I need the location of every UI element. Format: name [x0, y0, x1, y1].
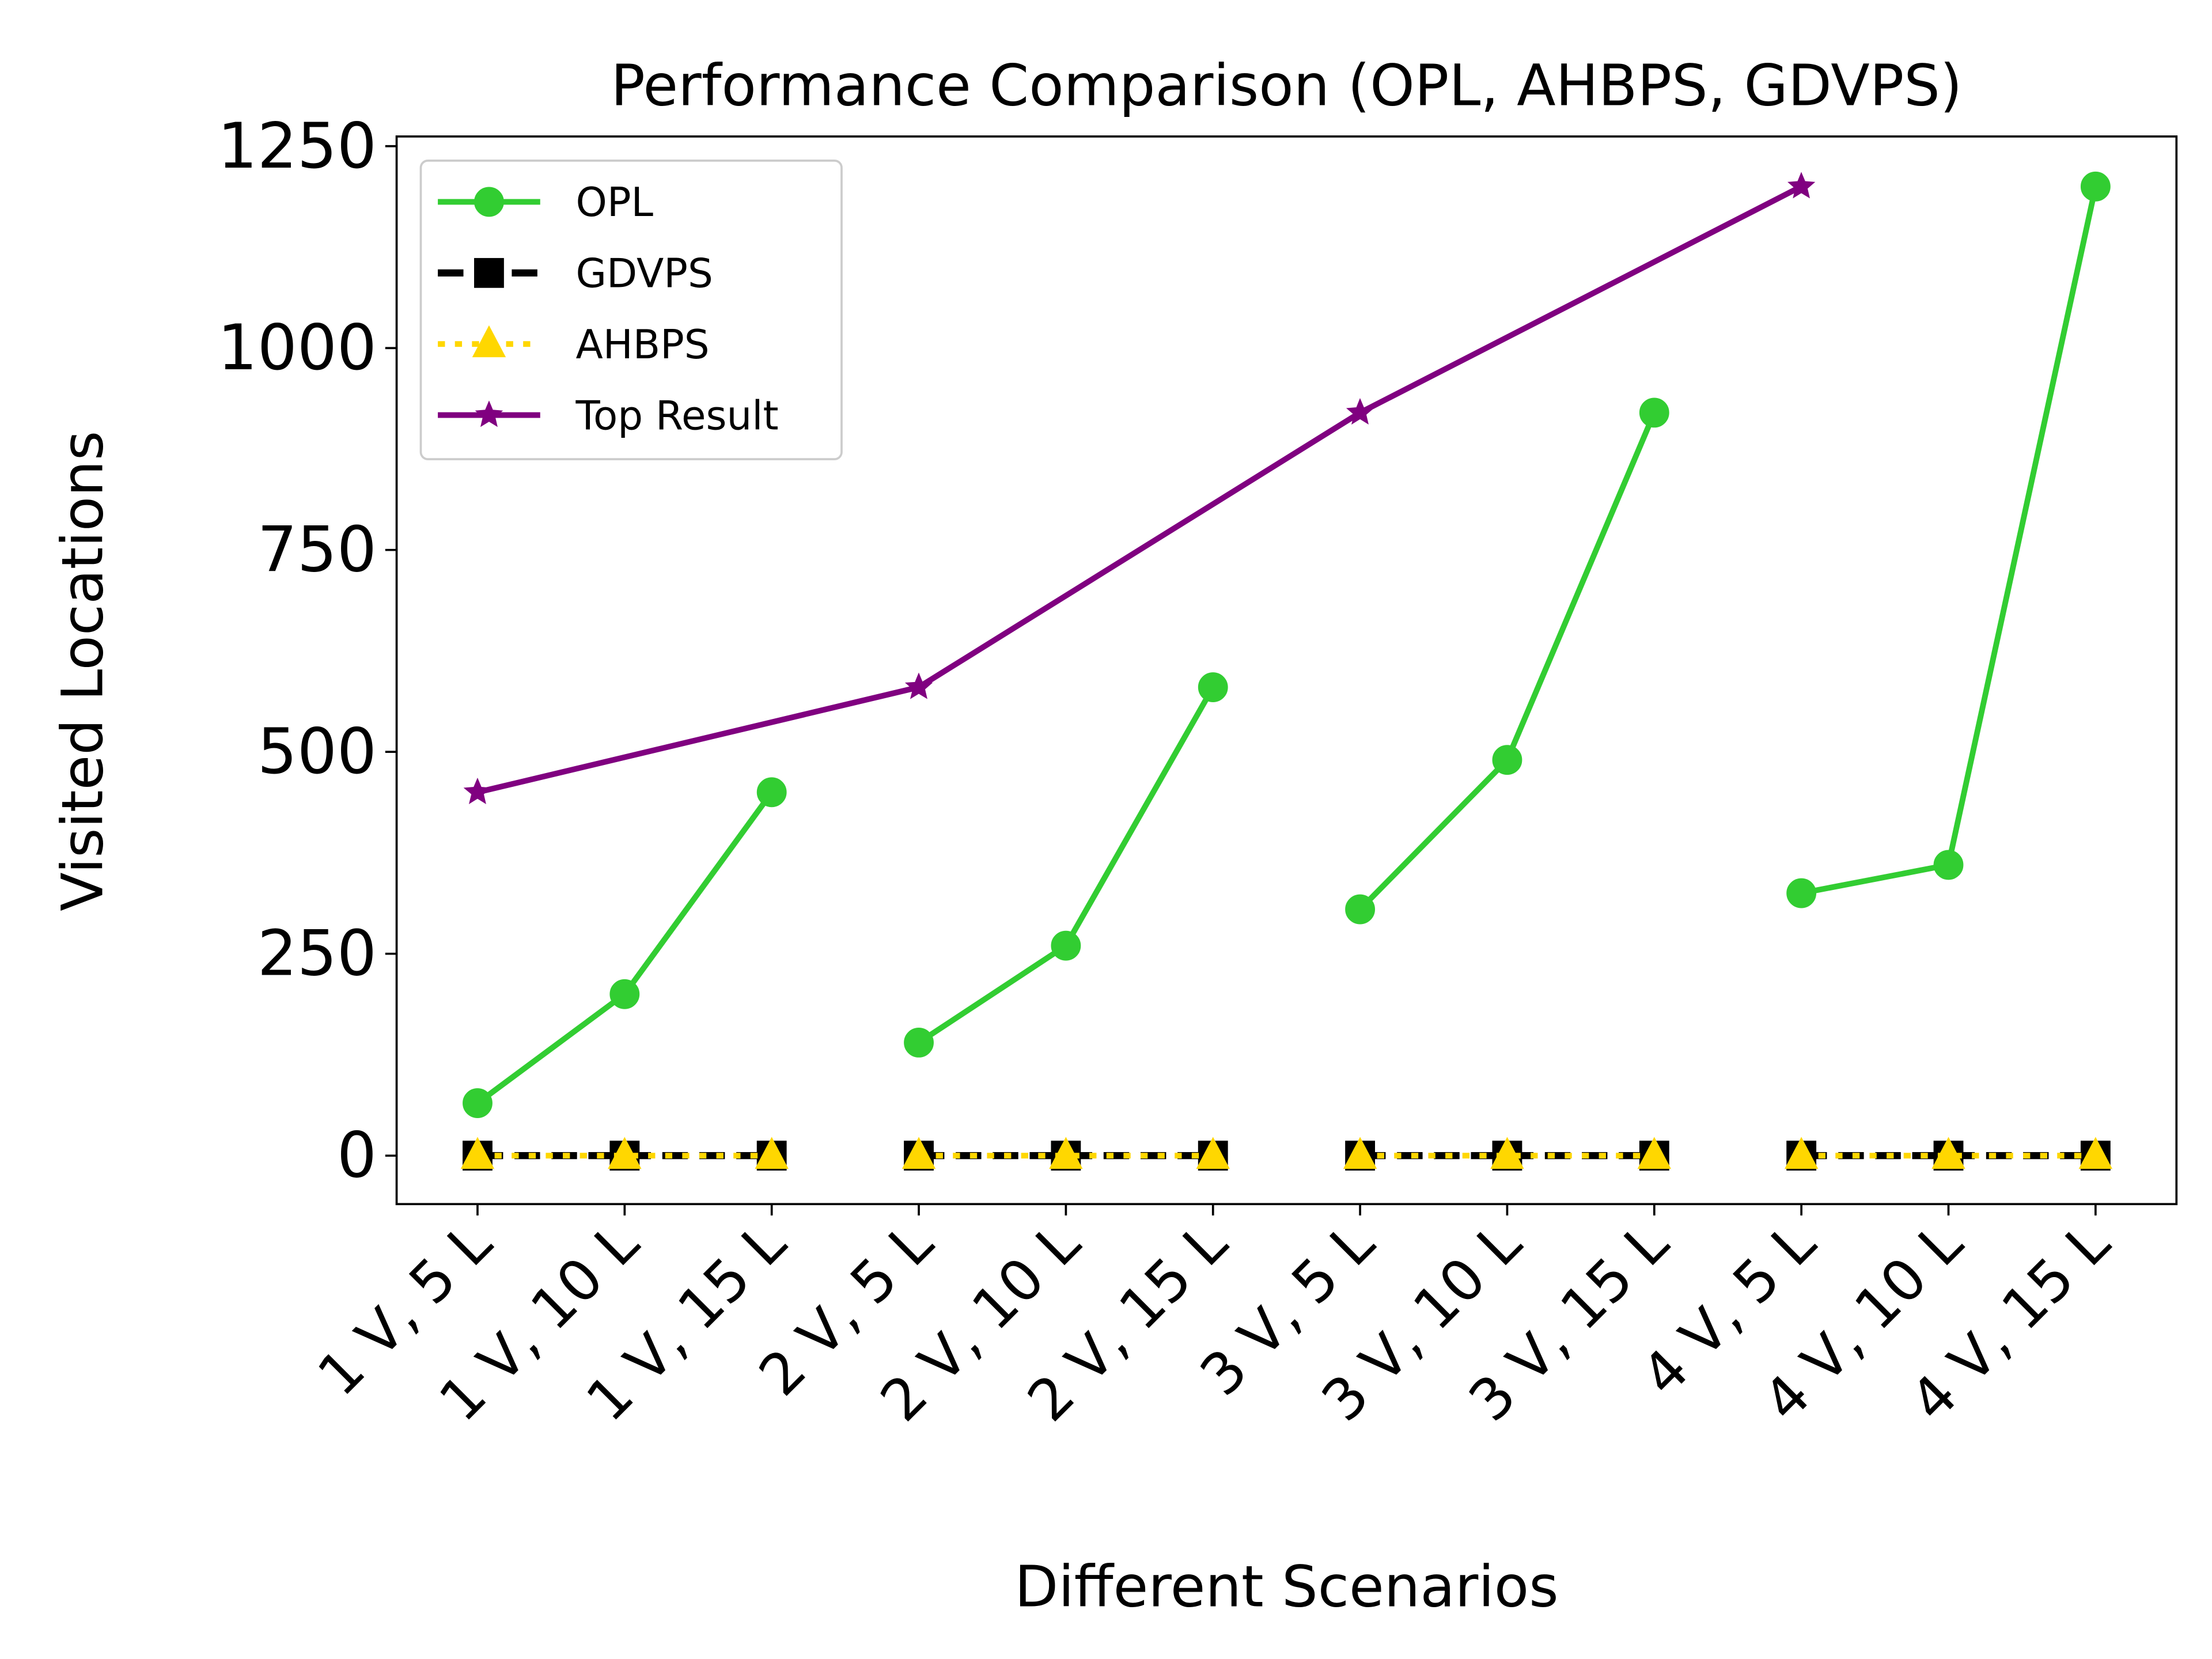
legend-marker	[474, 257, 504, 288]
legend-label: GDVPS	[575, 251, 713, 297]
marker	[1346, 397, 1374, 425]
marker	[1784, 1137, 1819, 1169]
legend: OPL GDVPS AHBPS Top Result	[419, 160, 843, 460]
series-line	[476, 184, 1803, 796]
marker	[1933, 850, 1964, 880]
marker	[608, 1137, 642, 1169]
legend-frame	[419, 160, 843, 460]
marker	[904, 1027, 934, 1058]
legend-label: AHBPS	[575, 322, 709, 368]
marker	[755, 1137, 789, 1169]
legend-label: OPL	[575, 180, 653, 226]
marker	[1051, 930, 1081, 961]
marker	[1931, 1137, 1965, 1169]
y-tick-label: 0	[337, 1119, 377, 1192]
x-axis-label: Different Scenarios	[1014, 1554, 1558, 1620]
marker	[1490, 1137, 1524, 1169]
y-tick-label: 1000	[218, 311, 377, 384]
marker	[1345, 894, 1376, 925]
marker	[1343, 1137, 1377, 1169]
plot-frame	[395, 135, 2178, 1206]
chart-title: Performance Comparison (OPL, AHBPS, GDVP…	[611, 53, 1962, 119]
marker	[756, 777, 787, 808]
marker	[609, 979, 640, 1009]
legend-marker	[474, 187, 504, 217]
marker	[904, 672, 933, 699]
marker	[1639, 397, 1669, 428]
marker	[902, 1137, 936, 1169]
y-tick-label: 250	[257, 917, 377, 990]
y-axis-label: Visited Locations	[50, 431, 116, 911]
marker	[2078, 1137, 2113, 1169]
marker	[1196, 1137, 1230, 1169]
y-tick-label: 750	[257, 513, 377, 586]
marker	[463, 1088, 493, 1118]
marker	[1492, 745, 1522, 775]
y-tick-label: 500	[257, 715, 377, 788]
marker	[463, 777, 492, 805]
legend-marker	[472, 325, 506, 358]
marker	[1787, 172, 1816, 199]
marker	[2080, 171, 2111, 202]
legend-label: Top Result	[575, 393, 778, 439]
y-tick-label: 1250	[218, 109, 377, 183]
marker	[1786, 878, 1817, 908]
marker	[1049, 1137, 1083, 1169]
marker	[1637, 1137, 1671, 1169]
marker	[460, 1137, 495, 1169]
marker	[1198, 672, 1228, 702]
legend-marker	[475, 400, 503, 427]
